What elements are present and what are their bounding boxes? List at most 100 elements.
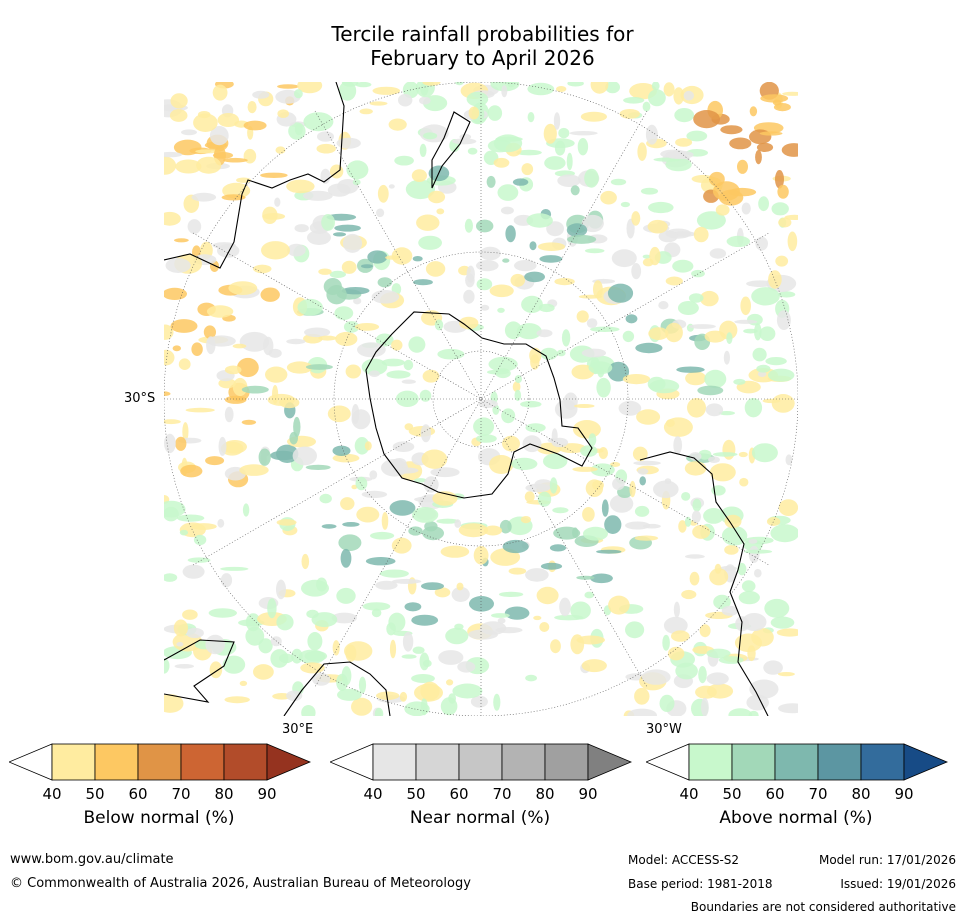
probability-patch [726,332,733,344]
probability-patch [755,236,768,251]
colorbar-tick-label: 40 [363,785,382,803]
probability-patch [510,273,526,287]
probability-patch [209,661,223,679]
probability-patch [398,93,413,107]
probability-patch [569,131,598,136]
probability-patch [533,615,542,621]
probability-patch [709,248,727,259]
probability-patch [497,307,505,313]
probability-patch [612,477,625,491]
probability-patch [648,327,669,340]
probability-patch [394,155,414,166]
probability-patch [369,470,378,480]
probability-patch [495,368,511,379]
probability-patch [436,208,445,215]
probability-patch [685,371,707,386]
probability-patch [164,156,177,175]
probability-patch [566,152,573,171]
probability-patch [170,93,188,109]
probability-patch [703,508,725,524]
probability-patch [738,590,760,605]
probability-patch [355,476,368,491]
probability-patch [292,446,317,466]
probability-patch [402,632,414,652]
probability-patch [351,697,373,716]
colorbar-segment [415,743,460,781]
probability-patch [458,523,489,538]
probability-patch [729,137,752,150]
probability-patch [421,582,444,590]
probability-patch [718,411,735,416]
probability-patch [706,672,729,685]
probability-patch [622,330,635,343]
probability-patch [480,304,490,311]
probability-patch [619,109,640,119]
probability-patch [539,255,563,263]
colorbar-tick-label: 80 [214,785,233,803]
probability-patch [493,693,501,711]
probability-patch [604,515,622,534]
probability-patch [771,394,795,413]
probability-patch [748,539,758,544]
probability-patch [632,446,648,462]
probability-patch [751,443,778,463]
probability-patch [554,614,584,621]
probability-patch [698,449,712,460]
probability-patch [653,480,679,499]
probability-patch [212,242,236,249]
colorbar-segment [731,743,776,781]
probability-patch [536,586,559,605]
probability-patch [352,179,361,186]
probability-patch [239,680,248,687]
probability-patch [297,298,323,316]
probability-patch [501,85,508,98]
probability-patch [601,499,609,517]
probability-patch [425,261,446,277]
probability-patch [164,324,174,340]
probability-patch [641,669,671,685]
probability-patch [771,202,789,216]
probability-patch [174,238,189,243]
probability-patch [576,575,595,580]
probability-patch [267,598,277,619]
probability-patch [697,385,724,396]
probability-patch [540,347,558,360]
probability-patch [684,516,692,527]
probability-patch [239,331,270,352]
probability-patch [361,490,388,498]
probability-patch [744,398,763,418]
probability-patch [412,646,425,654]
probability-patch [419,96,431,105]
colorbar-near-title: Near normal (%) [409,808,551,828]
map-title: Tercile rainfall probabilities for Febru… [0,22,965,70]
probability-patch [647,376,666,392]
probability-patch [776,310,791,330]
probability-patch [782,91,798,96]
probability-patch [274,197,281,207]
probability-patch [212,84,228,101]
probability-patch [577,138,589,156]
probability-patch [691,174,715,183]
footer-disclaimer: Boundaries are not considered authoritat… [690,900,956,914]
probability-patch [232,377,248,397]
colorbar-tick-label: 70 [492,785,511,803]
probability-patch [252,90,270,99]
probability-patch [364,441,372,451]
probability-patch [275,146,286,154]
lon-label-30e: 30°E [282,722,314,737]
probability-patch [483,525,503,536]
probability-patch [739,477,749,487]
probability-patch [508,567,527,575]
probability-patch [781,143,798,157]
probability-patch [454,519,462,528]
probability-patch [733,378,746,385]
probability-patch [691,510,702,523]
probability-patch [721,526,748,546]
probability-patch [217,518,225,528]
probability-patch [649,246,661,266]
probability-patch [164,694,184,713]
colorbar-segment [94,743,139,781]
probability-patch [287,243,306,257]
probability-patch [525,423,546,433]
colorbar-low-extend [7,743,53,781]
